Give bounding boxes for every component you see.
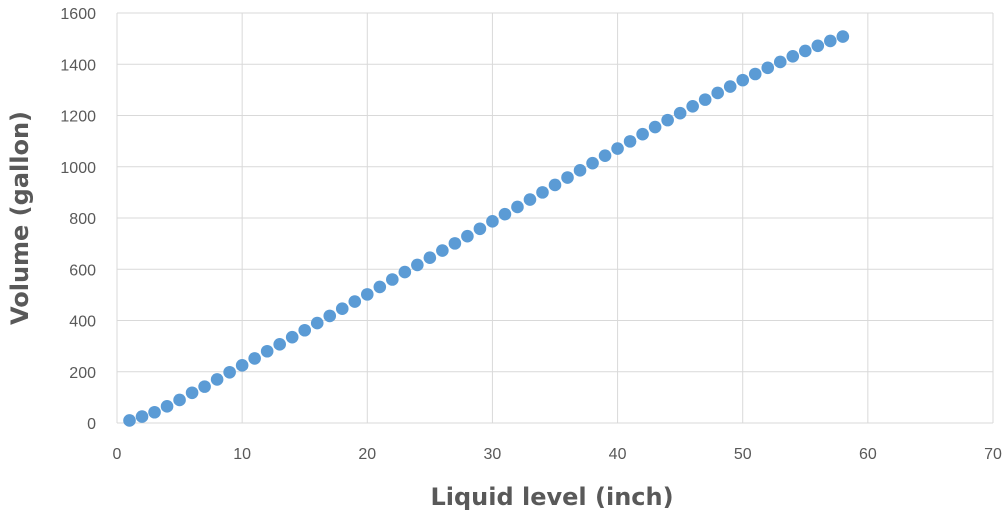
y-tick-label: 600 xyxy=(69,262,96,279)
y-tick-label: 400 xyxy=(69,314,96,331)
y-tick-label: 0 xyxy=(87,416,96,433)
data-point xyxy=(248,352,261,365)
data-point xyxy=(436,244,449,257)
data-point xyxy=(223,365,236,379)
data-point xyxy=(824,34,837,48)
x-tick-label: 60 xyxy=(859,446,877,463)
data-point xyxy=(135,410,149,423)
data-point xyxy=(473,222,487,236)
data-points xyxy=(123,30,850,427)
data-point xyxy=(523,193,537,206)
data-point xyxy=(285,330,299,344)
y-tick-label: 800 xyxy=(69,211,96,228)
y-tick-label: 1200 xyxy=(60,109,96,126)
x-tick-label: 30 xyxy=(484,446,502,463)
data-point xyxy=(386,273,399,286)
data-point xyxy=(235,359,249,372)
data-point xyxy=(160,400,174,413)
data-point xyxy=(761,61,775,75)
data-point xyxy=(273,338,286,351)
x-tick-label: 50 xyxy=(734,446,752,463)
x-tick-label: 20 xyxy=(358,446,376,463)
data-point xyxy=(173,393,186,407)
x-tick-label: 0 xyxy=(113,446,122,463)
data-point xyxy=(360,288,374,301)
data-point xyxy=(623,135,637,148)
data-point xyxy=(373,280,387,294)
y-axis-title: Volume (gallon) xyxy=(6,111,34,325)
data-point xyxy=(811,39,825,53)
data-point xyxy=(536,186,549,199)
grid-lines xyxy=(116,12,994,424)
data-point xyxy=(648,120,662,134)
x-tick-labels: 0 10 20 30 40 50 60 70 xyxy=(113,446,1002,463)
data-point xyxy=(698,93,712,106)
data-point xyxy=(298,323,312,337)
y-tick-label: 1000 xyxy=(60,160,96,177)
data-point xyxy=(411,258,424,272)
data-point xyxy=(348,295,362,308)
data-point xyxy=(148,405,161,419)
data-point xyxy=(723,80,737,93)
data-point xyxy=(260,344,274,358)
data-point xyxy=(486,215,499,228)
data-point xyxy=(748,67,762,81)
y-tick-label: 1400 xyxy=(60,57,96,74)
data-point xyxy=(573,164,587,177)
data-point xyxy=(323,309,337,323)
data-point xyxy=(123,414,136,427)
data-point xyxy=(636,127,649,141)
y-tick-labels: 0 200 400 600 800 1000 1200 1400 1600 xyxy=(60,6,96,433)
data-point xyxy=(198,380,211,393)
data-point xyxy=(786,50,800,63)
data-point xyxy=(736,73,750,87)
x-tick-label: 10 xyxy=(233,446,251,463)
data-point xyxy=(673,106,687,120)
data-point xyxy=(711,86,724,100)
data-point xyxy=(611,142,624,155)
data-point xyxy=(586,156,599,170)
data-point xyxy=(310,316,324,330)
data-point xyxy=(836,30,850,43)
data-point xyxy=(773,55,787,69)
data-point xyxy=(548,178,562,192)
y-tick-label: 1600 xyxy=(60,6,96,23)
x-tick-label: 40 xyxy=(609,446,627,463)
data-point xyxy=(335,302,349,316)
data-point xyxy=(661,113,674,127)
data-point xyxy=(461,229,474,243)
x-tick-label: 70 xyxy=(984,446,1002,463)
data-point xyxy=(561,171,574,184)
data-point xyxy=(498,207,512,221)
data-point xyxy=(210,373,224,386)
data-point xyxy=(423,251,437,265)
data-point xyxy=(798,44,812,58)
data-point xyxy=(511,200,524,214)
data-point xyxy=(598,149,612,163)
data-point xyxy=(185,386,199,400)
y-tick-label: 200 xyxy=(69,365,96,382)
x-axis-title: Liquid level (inch) xyxy=(430,483,673,511)
data-point xyxy=(448,237,462,250)
data-point xyxy=(398,265,412,279)
data-point xyxy=(686,99,699,113)
